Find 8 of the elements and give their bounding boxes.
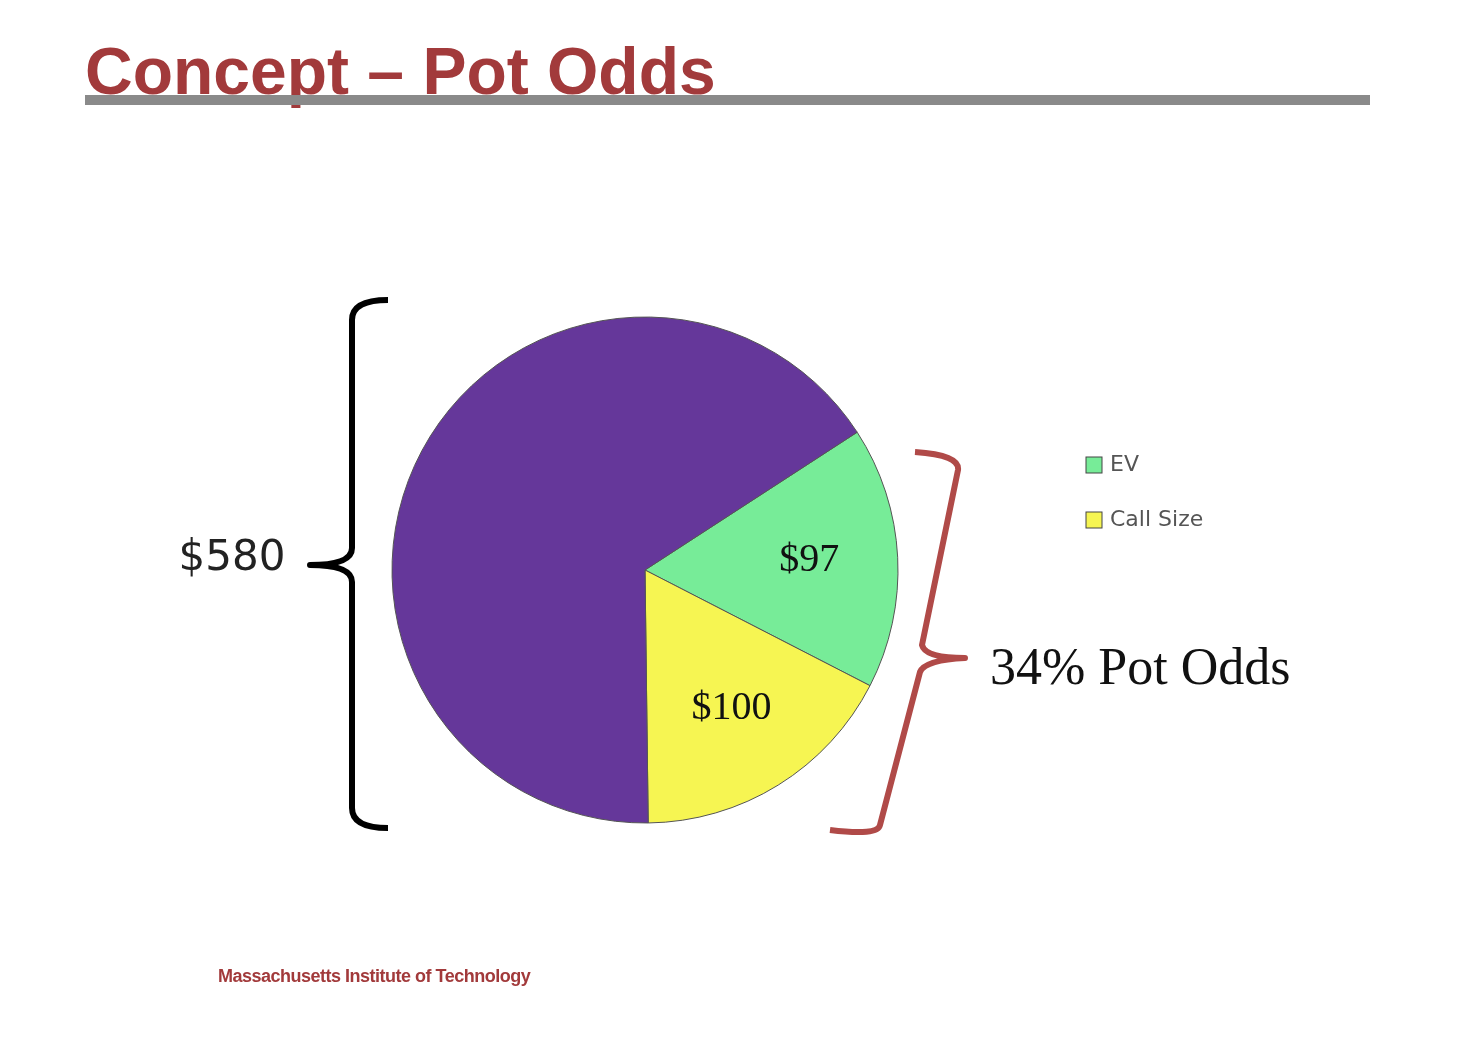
data-label: $97	[779, 534, 840, 580]
chart-title: Concept – Pot Odds	[85, 34, 716, 108]
data-label: $100	[691, 683, 772, 729]
text: $580	[178, 530, 286, 580]
text: Massachusetts Institute of Technology	[218, 966, 531, 986]
legend-label: EV	[1110, 451, 1139, 476]
legend-label: Call Size	[1110, 506, 1204, 531]
text: 34% Pot Odds	[990, 638, 1291, 695]
